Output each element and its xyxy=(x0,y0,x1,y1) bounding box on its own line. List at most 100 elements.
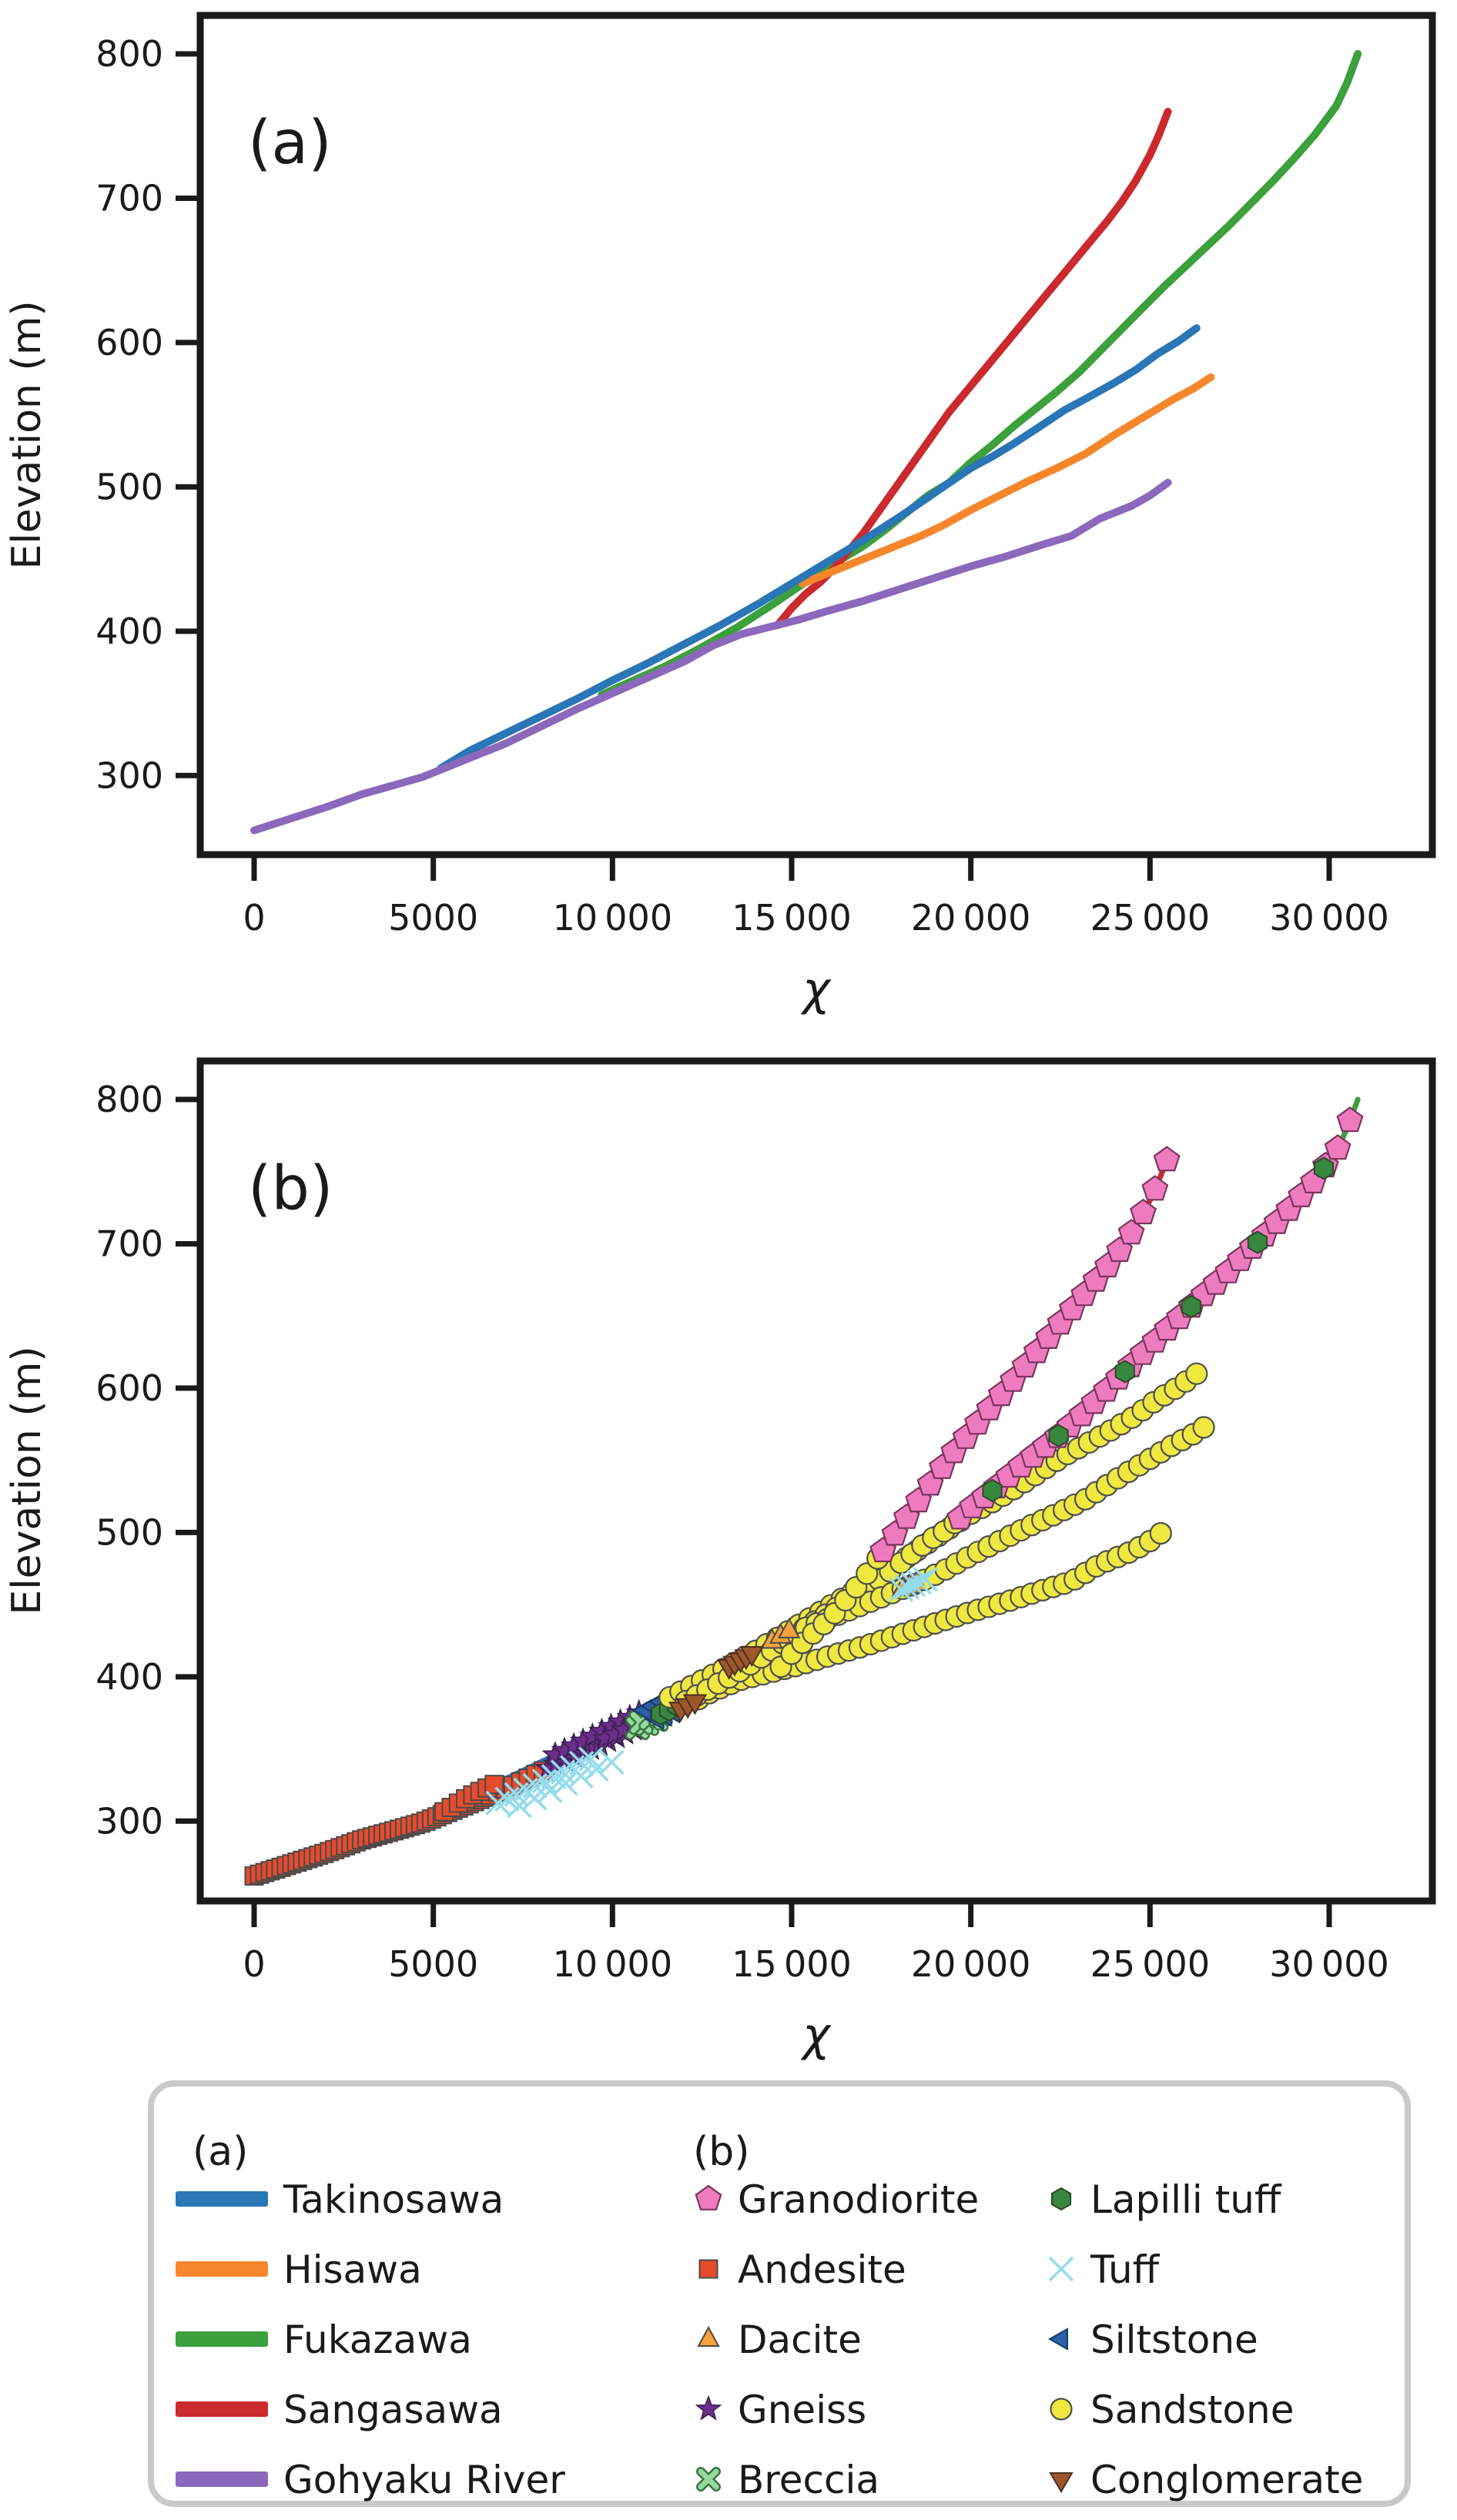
marker-tuff xyxy=(522,1785,548,1811)
y-tick-label: 500 xyxy=(95,1511,163,1553)
panel-a: 0 5000 10 000 15 000 20 000 25 000 30 000 300 40… xyxy=(4,12,1436,1016)
marker-granodiorite xyxy=(1324,1134,1351,1160)
y-tick-label: 400 xyxy=(95,611,163,652)
panel-a-ylabel: Elevation (m) xyxy=(4,300,50,569)
legend-label-conglomerate: Conglomerate xyxy=(1090,2458,1363,2502)
legend-marker-conglomerate xyxy=(1049,2472,1073,2493)
legend-label-sangasawa: Sangasawa xyxy=(283,2388,503,2432)
legend-marker-andesite xyxy=(698,2259,718,2279)
legend-label-breccia: Breccia xyxy=(738,2458,879,2502)
marker-tuff xyxy=(599,1749,625,1775)
legend-header-a: (a) xyxy=(193,2129,248,2175)
y-tick-label: 300 xyxy=(95,1800,163,1842)
series-line-takinosawa xyxy=(437,324,1201,772)
panel-a-plot-box xyxy=(196,12,1436,858)
x-tick-label: 0 xyxy=(243,897,265,939)
legend-marker-sandstone xyxy=(1050,2398,1073,2421)
legend-label-gohyaku: Gohyaku River xyxy=(283,2458,565,2502)
x-tick-label: 15 000 xyxy=(732,897,852,939)
marker-tuff xyxy=(485,1790,511,1816)
marker-granodiorite xyxy=(1336,1106,1364,1133)
marker-lapilli_tuff xyxy=(1313,1156,1335,1180)
legend-label-andesite: Andesite xyxy=(738,2247,906,2292)
panel-b-series xyxy=(251,1096,1361,1879)
y-tick-label: 700 xyxy=(95,177,163,219)
panel-a-series xyxy=(250,50,1362,835)
x-tick-label: 0 xyxy=(243,1943,265,1985)
y-tick-label: 500 xyxy=(95,466,163,507)
legend-marker-lapilli_tuff xyxy=(1050,2187,1072,2211)
legend-swatch-gohyaku xyxy=(176,2471,268,2487)
marker-tuff xyxy=(584,1756,609,1782)
marker-lapilli_tuff xyxy=(1247,1230,1268,1254)
legend-label-tuff: Tuff xyxy=(1090,2247,1161,2292)
x-tick-label: 20 000 xyxy=(911,897,1031,939)
legend-label-granodiorite: Granodiorite xyxy=(738,2177,979,2222)
panel-b-letter: (b) xyxy=(248,1154,333,1223)
x-tick-label: 20 000 xyxy=(911,1943,1031,1985)
x-tick-label: 10 000 xyxy=(553,1943,673,1985)
legend-header-b: (b) xyxy=(693,2129,750,2175)
marker-sandstone xyxy=(1185,1362,1208,1385)
panel-b-axes: 0 5000 10 000 15 000 20 000 25 000 30 000 300 40… xyxy=(95,1079,1389,1985)
panel-b: 0 5000 10 000 15 000 20 000 25 000 30 000 300 40… xyxy=(4,1057,1436,2062)
legend-marker-gneiss xyxy=(695,2395,722,2421)
y-tick-label: 700 xyxy=(95,1223,163,1264)
series-line-hisawa xyxy=(799,373,1215,587)
marker-granodiorite xyxy=(1130,1198,1157,1225)
marker-tuff xyxy=(507,1792,532,1819)
legend-rows: Takinosawa Hisawa Fukazawa Sangasawa Gohyaku… xyxy=(176,2177,1363,2502)
series-line-gohyaku xyxy=(250,478,1172,835)
x-tick-label: 10 000 xyxy=(553,897,673,939)
marker-sandstone xyxy=(1192,1416,1215,1439)
legend-label-dacite: Dacite xyxy=(738,2318,862,2362)
series-line-sangasawa xyxy=(773,108,1172,630)
legend: (a) (b) Takinosawa Hisawa Fukazawa Sangasaw… xyxy=(148,2080,1411,2507)
y-tick-label: 800 xyxy=(95,1079,163,1120)
legend-label-lapilli_tuff: Lapilli tuff xyxy=(1090,2177,1282,2222)
marker-granodiorite xyxy=(1153,1146,1181,1172)
x-tick-label: 5000 xyxy=(388,1943,478,1985)
legend-marker-granodiorite xyxy=(695,2184,722,2210)
legend-label-siltstone: Siltstone xyxy=(1090,2318,1258,2362)
legend-swatch-fukazawa xyxy=(176,2331,268,2347)
legend-marker-siltstone xyxy=(1047,2328,1068,2351)
x-tick-label: 5000 xyxy=(388,897,478,939)
marker-tuff xyxy=(906,1569,932,1595)
marker-tuff xyxy=(569,1750,595,1776)
legend-label-takinosawa: Takinosawa xyxy=(283,2177,504,2222)
marker-tuff xyxy=(900,1571,926,1598)
legend-swatch-sangasawa xyxy=(176,2401,268,2417)
legend-swatch-takinosawa xyxy=(176,2191,268,2207)
y-tick-label: 600 xyxy=(95,1367,163,1409)
marker-lapilli_tuff xyxy=(1181,1294,1201,1319)
marker-lapilli_tuff xyxy=(1048,1424,1069,1447)
marker-granodiorite xyxy=(1141,1175,1169,1201)
legend-swatch-hisawa xyxy=(176,2261,268,2277)
marker-tuff xyxy=(568,1763,594,1789)
marker-tuff xyxy=(538,1778,563,1803)
marker-conglomerate xyxy=(739,1646,765,1667)
panel-b-markers xyxy=(244,1106,1364,1886)
legend-label-gneiss: Gneiss xyxy=(738,2388,866,2432)
panel-b-ylabel: Elevation (m) xyxy=(4,1346,50,1615)
panel-b-plot-box xyxy=(196,1057,1436,1905)
x-tick-label: 15 000 xyxy=(732,1943,852,1985)
marker-dacite xyxy=(778,1617,801,1638)
marker-lapilli_tuff xyxy=(1114,1360,1135,1384)
legend-marker-breccia xyxy=(698,2468,719,2490)
legend-label-hisawa: Hisawa xyxy=(283,2247,422,2292)
x-tick-label: 30 000 xyxy=(1269,1943,1389,1985)
marker-sandstone xyxy=(1149,1521,1172,1545)
legend-label-fukazawa: Fukazawa xyxy=(283,2318,472,2362)
x-tick-label: 30 000 xyxy=(1269,897,1389,939)
x-tick-label: 25 000 xyxy=(1090,1943,1211,1985)
legend-label-sandstone: Sandstone xyxy=(1090,2388,1295,2432)
marker-granodiorite xyxy=(1117,1219,1145,1245)
legend-marker-tuff xyxy=(1048,2256,1074,2282)
y-tick-label: 300 xyxy=(95,755,163,796)
panel-a-letter: (a) xyxy=(248,109,332,178)
panel-b-xlabel: χ xyxy=(800,2008,832,2062)
y-tick-label: 600 xyxy=(95,322,163,363)
